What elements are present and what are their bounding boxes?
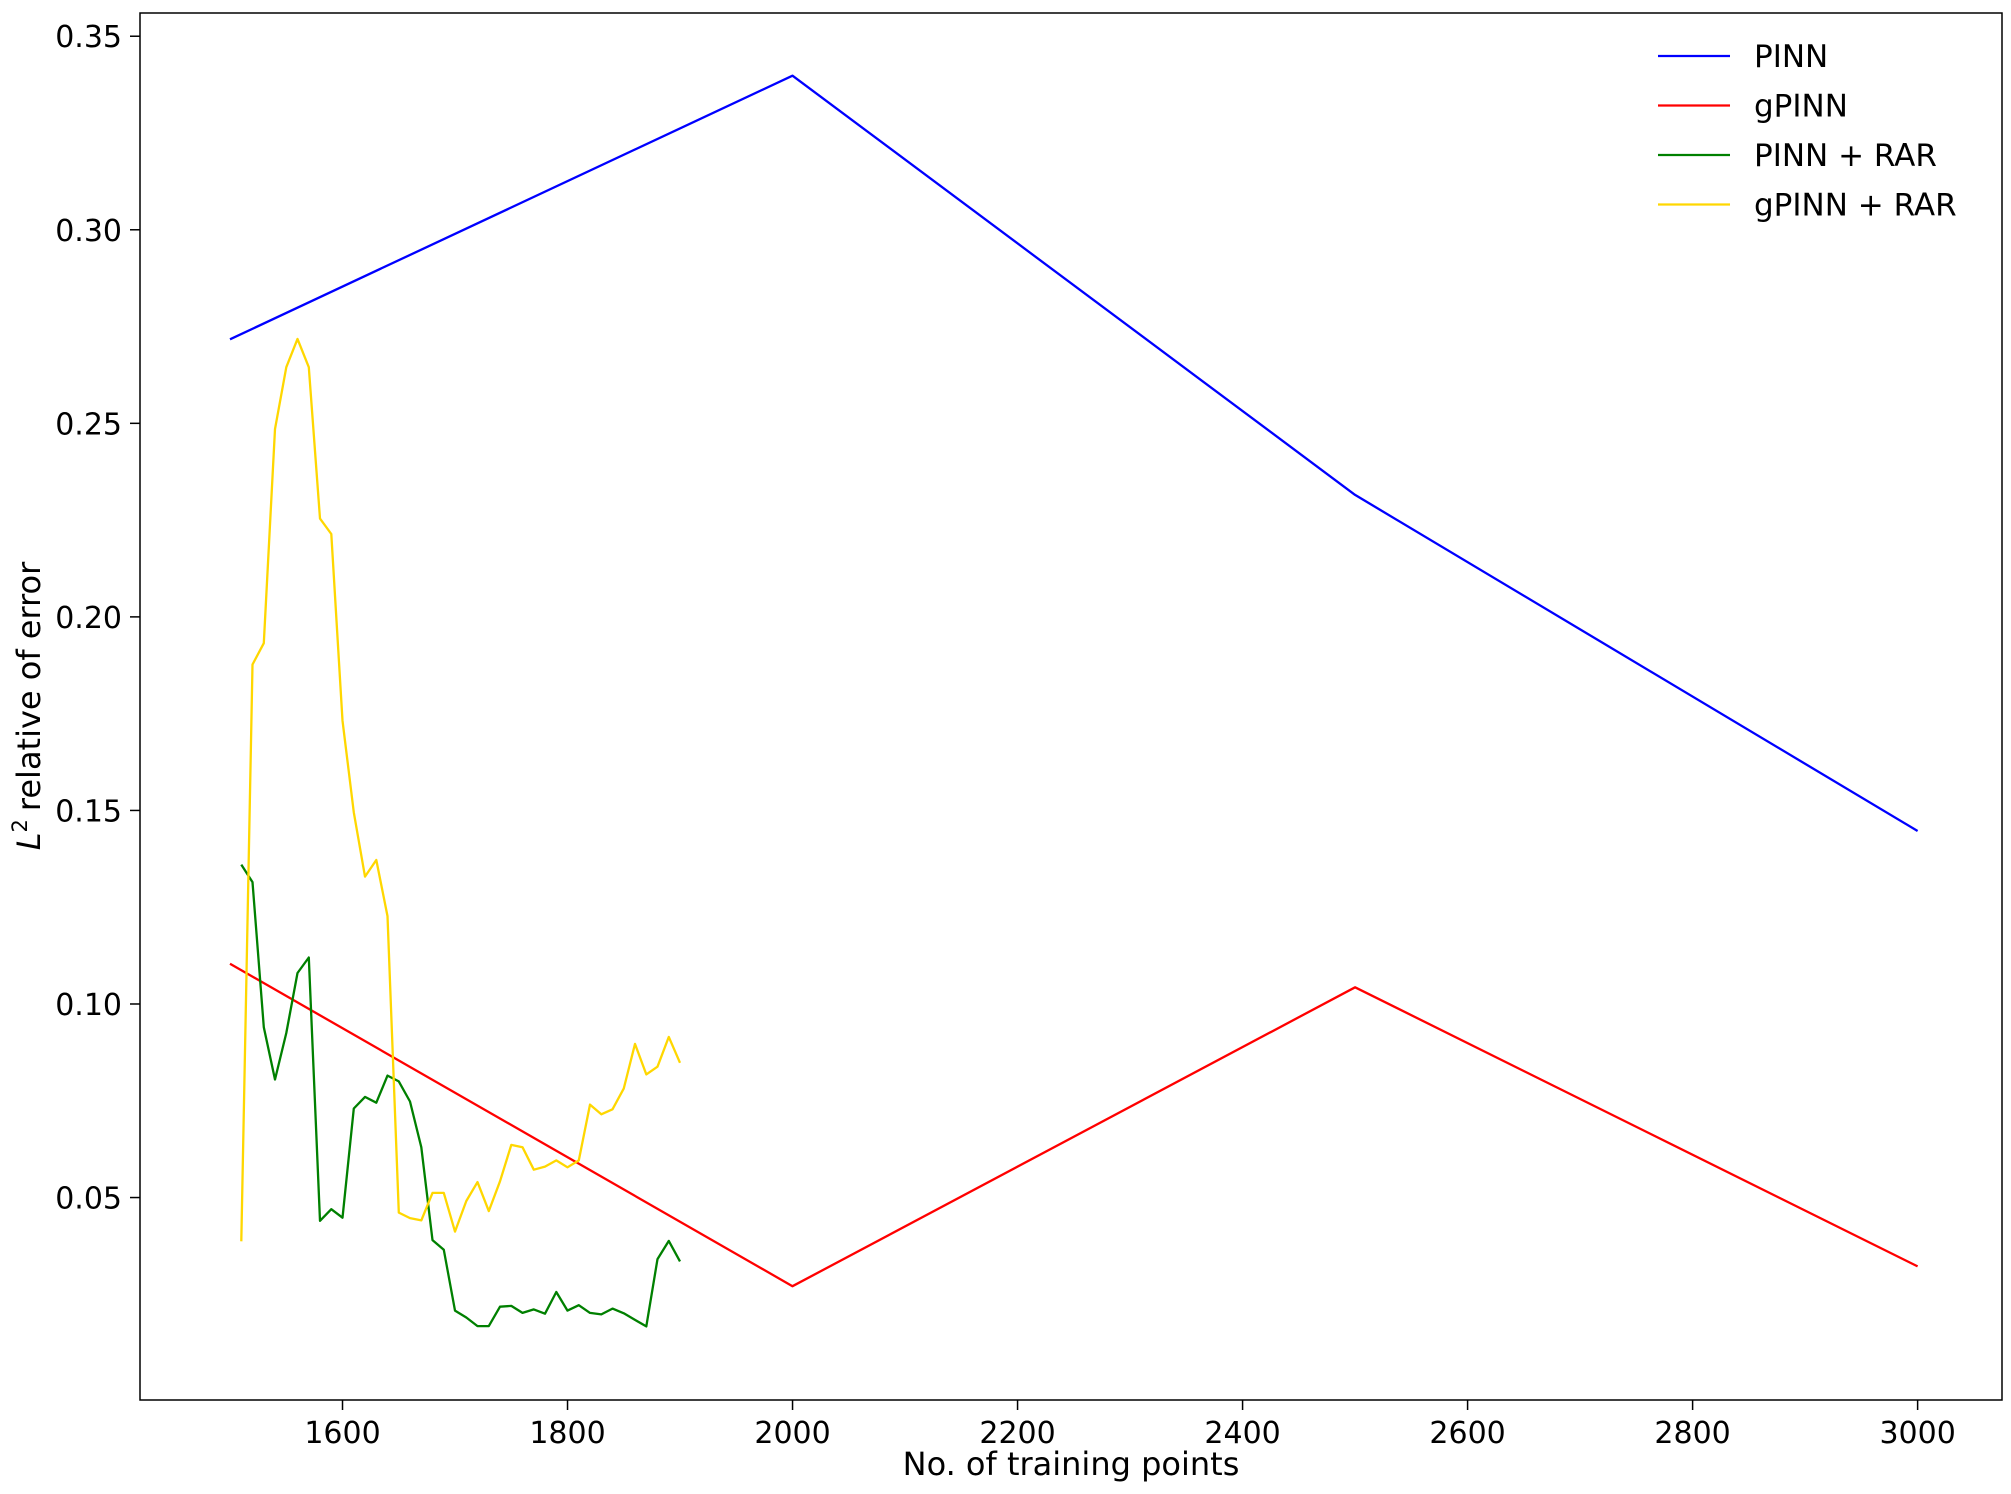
y-tick-label: 0.35	[55, 20, 122, 55]
y-tick-label: 0.25	[55, 407, 122, 442]
series-layer	[229, 74, 1919, 1328]
x-tick-label: 1800	[529, 1416, 605, 1451]
y-axis-title-math: L	[10, 832, 48, 850]
legend-label-1: PINN	[1754, 39, 1828, 75]
x-tick-label: 2400	[1204, 1416, 1280, 1451]
legend-label-3: PINN + RAR	[1754, 138, 1937, 174]
x-axis-title: No. of training points	[903, 1445, 1240, 1483]
y-tick-label: 0.10	[55, 988, 122, 1023]
series-line-1	[229, 74, 1919, 832]
series-line-4	[240, 337, 682, 1242]
x-tick-label: 1600	[304, 1416, 380, 1451]
y-tick-label: 0.15	[55, 794, 122, 829]
series-line-2	[229, 962, 1919, 1288]
y-tick-label: 0.20	[55, 601, 122, 636]
legend-label-4: gPINN + RAR	[1754, 188, 1957, 224]
x-tick-label: 2800	[1654, 1416, 1730, 1451]
x-tick-label: 2600	[1429, 1416, 1505, 1451]
x-axis-ticks: 1600 1800 2000 2200 2400 2600 2800 3000	[304, 1400, 1956, 1451]
y-axis-title-text: relative of error	[10, 561, 48, 811]
y-axis-title: L2 relative of error	[8, 561, 48, 850]
legend-label-2: gPINN	[1754, 89, 1848, 125]
plot-frame	[139, 12, 2003, 1401]
x-tick-label: 2000	[754, 1416, 830, 1451]
y-axis-title-superscript: 2	[8, 819, 32, 832]
series-line-3	[240, 863, 682, 1328]
y-axis-ticks: 0.05 0.10 0.15 0.20 0.25 0.30 0.35	[55, 20, 140, 1217]
legend: PINN gPINN PINN + RAR gPINN + RAR	[1658, 39, 1957, 224]
y-tick-label: 0.05	[55, 1182, 122, 1217]
y-tick-label: 0.30	[55, 214, 122, 249]
x-tick-label: 2200	[979, 1416, 1055, 1451]
x-tick-label: 3000	[1879, 1416, 1955, 1451]
